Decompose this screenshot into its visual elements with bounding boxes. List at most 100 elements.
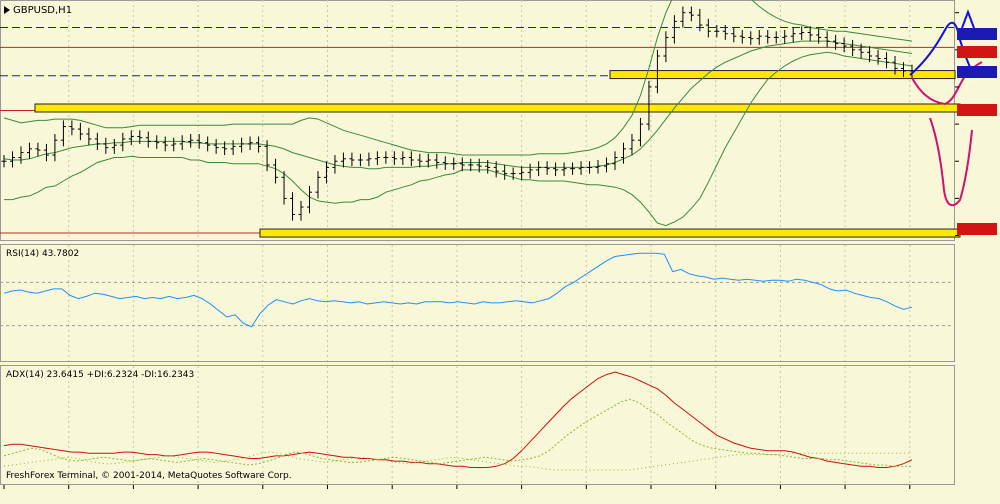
candle bbox=[629, 134, 635, 156]
candles bbox=[1, 6, 915, 221]
candle bbox=[816, 28, 822, 44]
candle bbox=[799, 26, 805, 40]
candle bbox=[468, 158, 474, 172]
symbol-label: GBPUSD,H1 bbox=[13, 5, 72, 16]
main-price-panel[interactable] bbox=[0, 0, 955, 241]
candle bbox=[875, 49, 881, 65]
candle bbox=[264, 140, 270, 172]
candle bbox=[833, 34, 839, 50]
candle bbox=[595, 160, 601, 174]
candle bbox=[841, 37, 847, 53]
candle bbox=[391, 151, 397, 165]
candle bbox=[697, 8, 703, 32]
candle bbox=[94, 132, 100, 151]
symbol-label-group: GBPUSD,H1 bbox=[4, 5, 72, 16]
candle bbox=[188, 134, 194, 148]
candle bbox=[1, 155, 7, 168]
copyright-text: FreshForex Terminal, © 2001-2014, MetaQu… bbox=[6, 471, 292, 481]
candle bbox=[731, 27, 737, 43]
candle bbox=[459, 157, 465, 172]
candle bbox=[120, 132, 126, 152]
candle bbox=[171, 137, 177, 152]
candle bbox=[739, 30, 745, 44]
candle bbox=[510, 167, 516, 180]
price-tag-bg bbox=[957, 104, 997, 116]
bb-upper-line bbox=[3, 0, 913, 156]
candle bbox=[315, 171, 321, 199]
candle bbox=[179, 135, 185, 151]
rsi-label: RSI(14) 43.7802 bbox=[6, 249, 79, 259]
candle bbox=[587, 161, 593, 174]
candle bbox=[273, 158, 279, 184]
candle bbox=[451, 157, 457, 170]
time-grid bbox=[68, 0, 911, 484]
candle bbox=[9, 151, 15, 168]
price-tag-bg bbox=[957, 28, 997, 40]
price-tag-bg bbox=[957, 223, 997, 235]
price-tags bbox=[957, 28, 997, 235]
candle bbox=[578, 161, 584, 175]
candle bbox=[298, 200, 304, 221]
candle bbox=[43, 143, 49, 162]
candle bbox=[290, 192, 296, 221]
candle bbox=[137, 130, 143, 144]
price-tag-bg bbox=[957, 46, 997, 58]
candle bbox=[366, 152, 372, 167]
candle bbox=[519, 166, 525, 180]
candle bbox=[425, 153, 431, 168]
candle bbox=[86, 127, 92, 146]
candle bbox=[247, 136, 253, 151]
adx-panel[interactable] bbox=[0, 365, 955, 485]
symbol-arrow-icon bbox=[4, 6, 10, 14]
minus-di-series-line bbox=[3, 451, 912, 471]
candle bbox=[714, 25, 720, 38]
candle bbox=[374, 151, 380, 165]
support-zone-bar bbox=[609, 70, 956, 80]
candle bbox=[69, 120, 75, 136]
candle bbox=[688, 6, 694, 22]
candle bbox=[646, 80, 652, 131]
candle bbox=[654, 49, 660, 94]
candle bbox=[18, 146, 24, 164]
candle bbox=[553, 162, 559, 177]
candle bbox=[434, 153, 440, 169]
candle bbox=[340, 152, 346, 168]
candle bbox=[281, 171, 287, 205]
candle bbox=[850, 39, 856, 56]
candle bbox=[604, 157, 610, 173]
candle bbox=[620, 142, 626, 164]
candle bbox=[782, 30, 788, 44]
candle bbox=[790, 27, 796, 43]
candle bbox=[417, 153, 423, 168]
candle bbox=[901, 62, 907, 78]
candle bbox=[230, 140, 236, 156]
candle bbox=[544, 161, 550, 175]
adx-label: ADX(14) 23.6415 +DI:6.2324 -DI:16.2343 bbox=[6, 370, 194, 380]
candle bbox=[52, 134, 58, 162]
price-tag-bg bbox=[957, 66, 997, 78]
candle bbox=[892, 56, 898, 75]
candle bbox=[35, 142, 41, 157]
rsi-series-line bbox=[3, 252, 913, 328]
candle bbox=[323, 161, 329, 184]
forecast-magenta-arrow bbox=[929, 117, 973, 207]
support-zone-bar bbox=[259, 228, 961, 238]
candle bbox=[476, 158, 482, 173]
candle bbox=[824, 31, 830, 48]
candle bbox=[332, 155, 338, 174]
candle bbox=[663, 31, 669, 63]
candle bbox=[485, 160, 491, 174]
candle bbox=[256, 136, 262, 153]
candle bbox=[306, 186, 312, 214]
forecast-blue-arrowhead bbox=[961, 9, 975, 29]
candle bbox=[400, 151, 406, 165]
candle bbox=[858, 43, 864, 59]
candle bbox=[502, 164, 508, 180]
candle bbox=[637, 117, 643, 147]
adx-lines bbox=[3, 371, 913, 471]
bb-lower-line bbox=[4, 51, 913, 227]
candle bbox=[26, 142, 32, 159]
adx-series-line bbox=[3, 371, 913, 468]
candle bbox=[680, 6, 686, 28]
